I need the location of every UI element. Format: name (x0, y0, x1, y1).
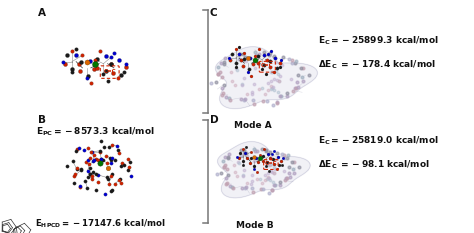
Text: C=C: C=C (103, 69, 116, 74)
Polygon shape (216, 47, 318, 109)
Polygon shape (218, 142, 310, 198)
Text: $\mathbf{E_C}$$\mathbf{ = -25819.0\ kcal/mol}$: $\mathbf{E_C}$$\mathbf{ = -25819.0\ kcal… (318, 135, 439, 147)
Text: D: D (210, 115, 219, 125)
Text: Mode B: Mode B (236, 221, 274, 230)
Text: $\mathbf{E_{HPCD}}$$\mathbf{ = -17147.6\ kcal/mol}$: $\mathbf{E_{HPCD}}$$\mathbf{ = -17147.6\… (35, 218, 165, 230)
Text: C=C: C=C (264, 161, 277, 166)
Text: C: C (210, 8, 218, 18)
Text: Mode A: Mode A (234, 121, 272, 130)
Text: $\mathbf{\Delta E_C}$$\mathbf{\ = -98.1\ kcal/mol}$: $\mathbf{\Delta E_C}$$\mathbf{\ = -98.1\… (318, 159, 430, 171)
Text: $\mathbf{E_C}$$\mathbf{ = -25899.3\ kcal/mol}$: $\mathbf{E_C}$$\mathbf{ = -25899.3\ kcal… (318, 35, 439, 47)
Text: $\mathbf{E_{PC}}$$\mathbf{ = -8573.3\ kcal/mol}$: $\mathbf{E_{PC}}$$\mathbf{ = -8573.3\ kc… (36, 126, 155, 138)
Text: $\mathbf{\Delta E_C}$$\mathbf{\ = -178.4\ kcal/mol}$: $\mathbf{\Delta E_C}$$\mathbf{\ = -178.4… (318, 59, 436, 71)
Text: A: A (38, 8, 46, 18)
Text: B: B (38, 115, 46, 125)
Text: C=C: C=C (261, 63, 273, 68)
